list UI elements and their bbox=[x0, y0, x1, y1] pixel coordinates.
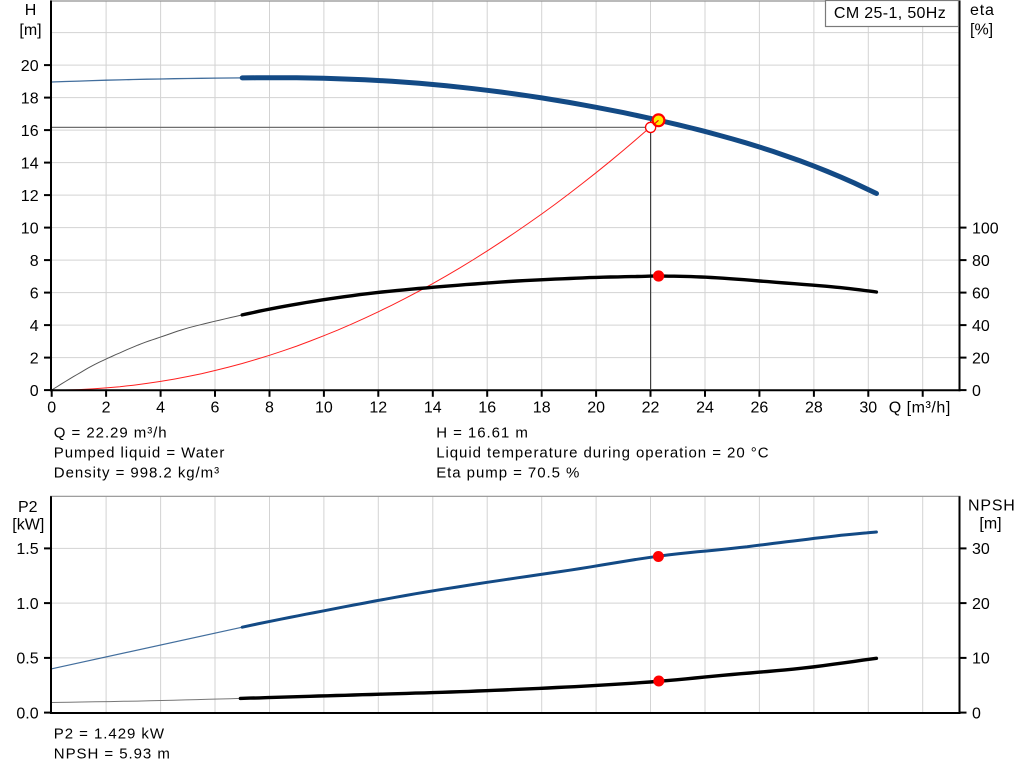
svg-text:40: 40 bbox=[972, 318, 990, 335]
svg-text:eta: eta bbox=[970, 2, 995, 19]
svg-text:H = 16.61 m: H = 16.61 m bbox=[436, 425, 529, 442]
svg-text:20: 20 bbox=[972, 350, 990, 367]
svg-text:[m]: [m] bbox=[979, 516, 1001, 533]
svg-text:18: 18 bbox=[21, 90, 39, 107]
svg-text:12: 12 bbox=[21, 188, 39, 205]
svg-text:0.5: 0.5 bbox=[16, 651, 38, 668]
svg-text:Density = 998.2 kg/m³: Density = 998.2 kg/m³ bbox=[54, 465, 220, 482]
svg-text:12: 12 bbox=[369, 399, 387, 416]
svg-text:80: 80 bbox=[972, 253, 990, 270]
svg-text:26: 26 bbox=[751, 399, 769, 416]
svg-text:Q = 22.29 m³/h: Q = 22.29 m³/h bbox=[54, 425, 168, 442]
svg-text:16: 16 bbox=[478, 399, 496, 416]
svg-text:1.5: 1.5 bbox=[16, 541, 38, 558]
svg-text:2: 2 bbox=[30, 350, 39, 367]
svg-text:0: 0 bbox=[47, 399, 56, 416]
svg-text:10: 10 bbox=[21, 220, 39, 237]
svg-text:6: 6 bbox=[211, 399, 220, 416]
svg-text:6: 6 bbox=[30, 285, 39, 302]
svg-text:[m]: [m] bbox=[19, 22, 41, 39]
svg-text:Q [m³/h]: Q [m³/h] bbox=[889, 399, 951, 416]
svg-text:14: 14 bbox=[424, 399, 442, 416]
svg-text:0: 0 bbox=[972, 705, 981, 722]
svg-text:30: 30 bbox=[859, 399, 877, 416]
svg-text:CM 25-1, 50Hz: CM 25-1, 50Hz bbox=[834, 5, 946, 22]
svg-text:P2: P2 bbox=[18, 499, 38, 516]
svg-text:0.0: 0.0 bbox=[16, 705, 38, 722]
svg-text:22: 22 bbox=[642, 399, 660, 416]
svg-text:Liquid temperature during oper: Liquid temperature during operation = 20… bbox=[436, 445, 769, 462]
svg-text:4: 4 bbox=[30, 318, 39, 335]
svg-text:8: 8 bbox=[30, 253, 39, 270]
svg-text:4: 4 bbox=[156, 399, 165, 416]
svg-text:10: 10 bbox=[315, 399, 333, 416]
svg-text:P2 = 1.429 kW: P2 = 1.429 kW bbox=[54, 726, 165, 743]
svg-text:20: 20 bbox=[972, 596, 990, 613]
svg-text:60: 60 bbox=[972, 285, 990, 302]
svg-text:2: 2 bbox=[102, 399, 111, 416]
svg-text:H: H bbox=[25, 2, 37, 19]
svg-text:1.0: 1.0 bbox=[16, 596, 38, 613]
svg-text:Pumped liquid = Water: Pumped liquid = Water bbox=[54, 445, 226, 462]
svg-text:20: 20 bbox=[21, 58, 39, 75]
svg-text:0: 0 bbox=[972, 383, 981, 400]
svg-text:[kW]: [kW] bbox=[12, 517, 44, 534]
svg-text:10: 10 bbox=[972, 651, 990, 668]
svg-text:16: 16 bbox=[21, 123, 39, 140]
svg-text:[%]: [%] bbox=[970, 22, 993, 39]
svg-text:NPSH = 5.93 m: NPSH = 5.93 m bbox=[54, 746, 171, 763]
svg-text:NPSH: NPSH bbox=[968, 498, 1016, 515]
svg-text:28: 28 bbox=[805, 399, 823, 416]
svg-text:18: 18 bbox=[533, 399, 551, 416]
svg-text:0: 0 bbox=[30, 383, 39, 400]
svg-text:24: 24 bbox=[696, 399, 714, 416]
svg-text:14: 14 bbox=[21, 155, 39, 172]
svg-text:100: 100 bbox=[972, 220, 999, 237]
svg-text:Eta pump = 70.5 %: Eta pump = 70.5 % bbox=[436, 465, 580, 482]
svg-text:30: 30 bbox=[972, 541, 990, 558]
svg-text:20: 20 bbox=[587, 399, 605, 416]
svg-text:8: 8 bbox=[265, 399, 274, 416]
